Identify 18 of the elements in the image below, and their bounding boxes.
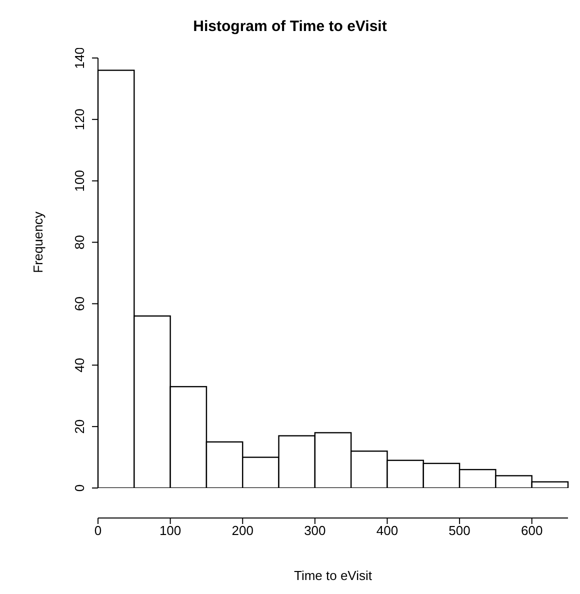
y-tick-label: 140 <box>72 47 87 69</box>
y-tick-label: 120 <box>72 108 87 130</box>
x-tick-label: 600 <box>520 523 543 538</box>
x-tick-label: 200 <box>232 523 254 538</box>
chart-title: Histogram of Time to eVisit <box>192 18 388 37</box>
x-tick-label: 400 <box>376 523 398 538</box>
y-tick-label: 20 <box>72 419 87 434</box>
x-tick-label: 500 <box>448 523 470 538</box>
x-axis-title: Time to eVisit <box>292 568 374 583</box>
x-tick-label: 300 <box>304 523 326 538</box>
y-tick-label: 60 <box>72 296 87 311</box>
y-tick-label: 80 <box>72 235 87 250</box>
y-axis-title: Frequency <box>30 211 46 273</box>
y-tick-label: 100 <box>72 170 87 192</box>
x-tick-label: 100 <box>159 523 182 538</box>
x-tick-label: 0 <box>94 523 102 538</box>
y-tick-label: 0 <box>72 484 87 492</box>
y-tick-label: 40 <box>72 358 87 372</box>
